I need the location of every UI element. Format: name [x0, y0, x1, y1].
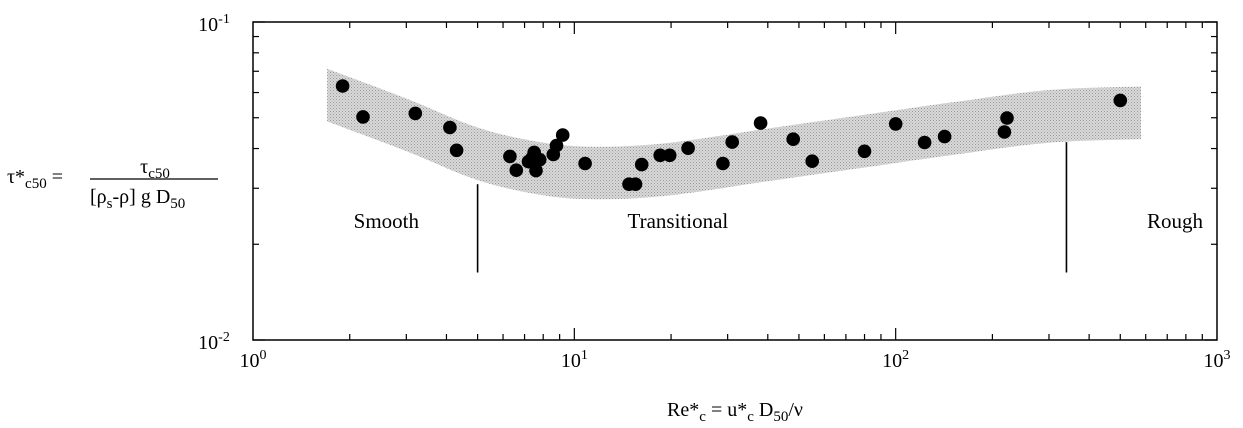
- data-point: [549, 138, 564, 153]
- x-tick-label: 101: [561, 348, 588, 372]
- data-point: [628, 177, 643, 191]
- data-point: [888, 117, 903, 131]
- data-point: [681, 141, 695, 155]
- x-tick-label: 102: [882, 348, 909, 372]
- x-tick-label: 103: [1204, 348, 1231, 372]
- data-point: [805, 154, 819, 168]
- data-point: [443, 120, 457, 135]
- data-points: [335, 79, 1128, 191]
- data-point: [449, 143, 464, 158]
- regime-labels: Smooth Transitional Rough: [354, 209, 1204, 233]
- x-axis-label: Re*c = u*c D50/ν: [667, 399, 803, 425]
- plot-area-frame: [252, 21, 1218, 341]
- data-point: [335, 79, 350, 93]
- regime-label-smooth: Smooth: [354, 209, 420, 233]
- data-point: [997, 125, 1012, 139]
- y-label-numerator: τc50: [140, 156, 170, 182]
- regime-label-rough: Rough: [1147, 209, 1204, 233]
- data-point: [356, 110, 370, 124]
- y-axis-label: τ*c50 = τc50 [ρs-ρ] g D50: [7, 156, 218, 212]
- data-point: [653, 148, 667, 163]
- y-label-denominator: [ρs-ρ] g D50: [90, 186, 185, 212]
- regime-boundaries: [476, 142, 1068, 273]
- data-point: [716, 156, 730, 171]
- y-tick-label: 10-1: [198, 12, 230, 36]
- data-point: [578, 156, 592, 171]
- data-point: [1113, 93, 1128, 108]
- data-point: [509, 163, 524, 177]
- data-point: [555, 128, 570, 142]
- data-point: [937, 129, 952, 144]
- data-point: [857, 144, 872, 159]
- data-point: [753, 116, 768, 130]
- data-point: [786, 132, 800, 146]
- data-point: [529, 163, 543, 178]
- data-point: [725, 135, 739, 149]
- y-label-lhs: τ*c50 =: [7, 166, 63, 192]
- data-point: [917, 135, 932, 150]
- data-point: [408, 106, 423, 121]
- x-axis-ticks: 100 101 102 103: [240, 22, 1231, 372]
- y-tick-label: 10-2: [198, 330, 230, 354]
- y-axis-ticks: 10-1 10-2: [198, 12, 1217, 354]
- x-tick-label: 100: [240, 348, 267, 372]
- data-point: [532, 152, 547, 167]
- data-point: [1000, 111, 1014, 125]
- data-point: [503, 149, 517, 164]
- regime-label-transitional: Transitional: [628, 209, 729, 233]
- data-point: [634, 157, 649, 172]
- data-point: [662, 148, 677, 163]
